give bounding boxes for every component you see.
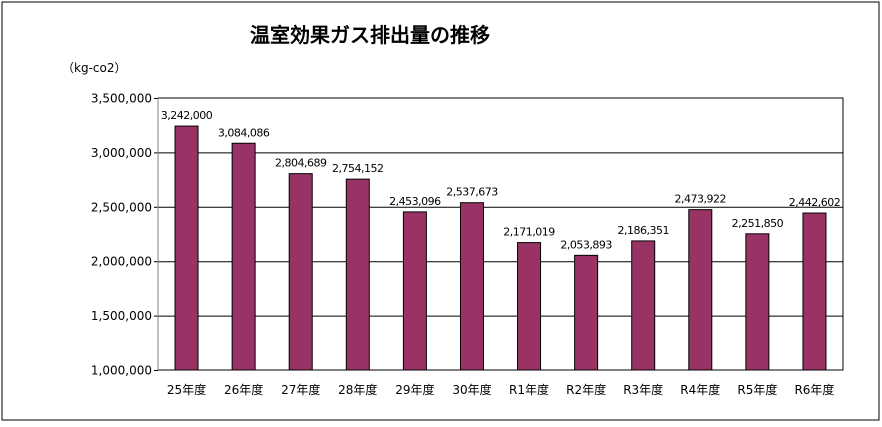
y-tick-label: 3,000,000 <box>91 146 152 160</box>
x-tick-label: R4年度 <box>680 382 720 397</box>
data-label: 2,453,096 <box>389 195 441 208</box>
x-tick-label: R6年度 <box>794 382 834 397</box>
x-tick-label: 25年度 <box>167 382 206 397</box>
x-tick-label: R5年度 <box>737 382 777 397</box>
data-label: 2,473,922 <box>675 193 726 206</box>
x-tick-label: R2年度 <box>566 382 606 397</box>
y-tick-label: 1,500,000 <box>91 309 152 323</box>
bar <box>688 209 713 371</box>
bar <box>745 233 770 371</box>
bar <box>802 212 827 371</box>
bar <box>402 211 427 371</box>
y-tick-label: 1,000,000 <box>91 364 152 378</box>
data-label: 2,251,850 <box>732 217 784 230</box>
bar <box>517 242 542 371</box>
data-label: 2,186,351 <box>617 224 668 237</box>
x-tick-label: 30年度 <box>452 382 491 397</box>
bar <box>631 240 656 371</box>
x-tick-label: 28年度 <box>338 382 377 397</box>
x-tick-label: R3年度 <box>623 382 663 397</box>
y-axis-unit-label: （kg-co2） <box>62 61 126 75</box>
x-tick-label: 27年度 <box>281 382 320 397</box>
x-tick-label: 26年度 <box>224 382 263 397</box>
plot-area <box>157 97 844 371</box>
chart-title: 温室効果ガス排出量の推移 <box>250 23 490 47</box>
x-tick-label: 29年度 <box>395 382 434 397</box>
bar <box>288 173 313 371</box>
data-label: 2,804,689 <box>275 157 327 170</box>
bar <box>174 125 199 371</box>
bar <box>459 202 484 371</box>
y-tick-label: 2,000,000 <box>91 255 152 269</box>
data-label: 2,442,602 <box>789 196 840 209</box>
data-label: 3,242,000 <box>161 109 213 122</box>
y-tick-label: 3,500,000 <box>91 92 152 106</box>
data-label: 2,171,019 <box>503 226 555 239</box>
y-tick-label: 2,500,000 <box>91 200 152 214</box>
data-label: 3,084,086 <box>218 126 270 139</box>
bar <box>231 142 256 371</box>
data-label: 2,053,893 <box>560 238 612 251</box>
x-tick-label: R1年度 <box>509 382 549 397</box>
bar <box>574 254 599 371</box>
bar <box>345 178 370 371</box>
data-label: 2,537,673 <box>446 186 498 199</box>
data-label: 2,754,152 <box>332 162 383 175</box>
